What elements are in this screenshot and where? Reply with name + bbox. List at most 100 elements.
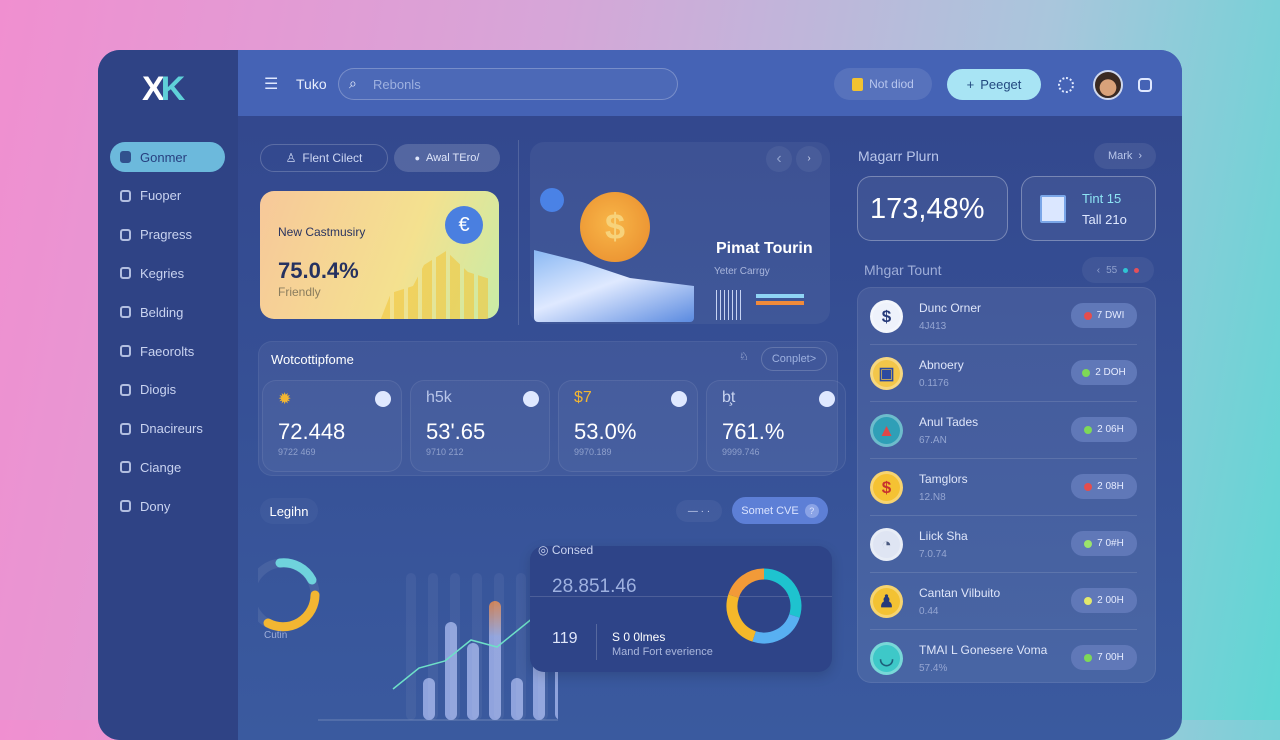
help-icon: ? — [804, 503, 819, 518]
metric-big-value: 173,48% — [870, 193, 985, 225]
list-item-icon: ▣ — [870, 357, 903, 390]
list-item[interactable]: $ Dunc Orner 4J413 7 DWI — [870, 288, 1137, 345]
complete-button[interactable]: Conplet> — [761, 347, 827, 371]
sidebar-item-6[interactable]: Diogis — [110, 375, 225, 405]
promo-title: New Castmusiry — [278, 225, 366, 239]
list-title: Mhgar Tount — [864, 262, 942, 278]
bar-chart: 140284846 — [318, 573, 558, 721]
metric-doc-card: Tint 15 Tall 21o — [1021, 176, 1156, 241]
summary-sub: Mand Fort everience — [612, 646, 713, 658]
promo-sub: Friendly — [278, 285, 321, 299]
sidebar-item-1[interactable]: Fuoper — [110, 181, 225, 211]
bar-bg — [450, 573, 460, 720]
stat-icon: h5k — [426, 389, 452, 406]
donut-slice — [752, 613, 800, 644]
sidebar-item-4[interactable]: Belding — [110, 297, 225, 327]
sidebar-item-8[interactable]: Ciange — [110, 452, 225, 482]
promo-value: 75.0.4% — [278, 258, 359, 283]
filter-icon: ♙ — [285, 151, 297, 165]
notifications-icon[interactable] — [1138, 78, 1152, 92]
sidebar-icon — [120, 189, 131, 202]
status-button[interactable]: Not diod — [834, 68, 932, 100]
prev-icon[interactable]: ‹ — [766, 146, 792, 172]
bar — [511, 678, 523, 720]
sidebar-item-5[interactable]: Faeorolts — [110, 336, 225, 366]
mini-bars-1 — [756, 294, 804, 308]
list-item-badge[interactable]: 7 DWI — [1071, 303, 1137, 328]
donut-slice — [728, 568, 765, 599]
donut-chart — [726, 568, 802, 644]
search-input[interactable]: ⌕ Rebonls — [338, 68, 678, 100]
list-item-icon: ♟ — [870, 585, 903, 618]
plus-icon: + — [966, 77, 975, 92]
sidebar-icon — [120, 228, 131, 241]
menu-icon[interactable]: ☰ — [264, 76, 279, 93]
stat-info-icon[interactable] — [375, 391, 391, 407]
summary-value: 28.851.46 — [552, 576, 637, 597]
tag-icon: ● — [414, 153, 421, 163]
filter-icon[interactable]: ♘ — [739, 351, 749, 363]
sidebar-icon — [120, 345, 131, 357]
list-item[interactable]: ♟ Cantan Vilbuito 0.44 2 00H — [870, 573, 1137, 630]
filter-chip-2[interactable]: ● Awal TEro/ — [394, 144, 500, 172]
app-window: XK Gonmer Fuoper Pragress Kegries Belding Fae… — [98, 50, 1182, 740]
bar — [467, 643, 479, 720]
stat-info-icon[interactable] — [523, 391, 539, 407]
list-item[interactable]: ▲ Anul Tades 67.AN 2 06H — [870, 402, 1137, 459]
bar — [445, 622, 457, 720]
sidebar-item-7[interactable]: Dnacireurs — [110, 414, 225, 444]
stats-panel: Wotcottipfome ♘ Conplet> — [258, 341, 838, 476]
sidebar-icon — [120, 422, 131, 435]
gauge-label: Cutin — [264, 630, 288, 641]
bar — [489, 601, 501, 720]
mini-chart-1 — [716, 290, 742, 320]
list-item-icon: ◔ — [870, 528, 903, 561]
range-toggle[interactable]: — · · — [676, 500, 722, 522]
metric-big-card: 173,48% — [857, 176, 1008, 241]
chart-title-chip: Legihn — [260, 498, 318, 524]
summary-title: ◎ Consed — [538, 543, 594, 557]
more-button[interactable]: Mark › — [1094, 143, 1156, 169]
stat-info-icon[interactable] — [819, 391, 835, 407]
sidebar-item-3[interactable]: Kegries — [110, 258, 225, 288]
sidebar-item-0[interactable]: Gonmer — [110, 142, 225, 172]
list-item[interactable]: $ Tamglors 12.N8 2 08H — [870, 459, 1137, 516]
avatar[interactable] — [1093, 70, 1123, 100]
promo-card[interactable]: € New Castmusiry 75.0.4% Friendly — [260, 191, 499, 319]
summary-icon: ◎ — [538, 543, 552, 557]
list-item-badge[interactable]: 2 DOH — [1071, 360, 1137, 385]
list-item[interactable]: ◔ Liick Sha 7.0.74 7 0#H — [870, 516, 1137, 573]
list-item-badge[interactable]: 2 08H — [1071, 474, 1137, 499]
stat-info-icon[interactable] — [671, 391, 687, 407]
next-icon[interactable]: › — [796, 146, 822, 172]
stat-card[interactable]: ✹ 72.448 9722 469 — [262, 380, 402, 472]
bar-bg — [494, 573, 504, 720]
stat-icon: ✹ — [278, 391, 292, 408]
list-item-badge[interactable]: 2 00H — [1071, 588, 1137, 613]
metrics-title: Magarr Plurn — [858, 148, 939, 164]
stat-card[interactable]: h5k 53'.65 9710 212 — [410, 380, 550, 472]
list-pager[interactable]: ‹ 55 — [1082, 257, 1154, 283]
list-panel: $ Dunc Orner 4J413 7 DWI ▣ Abnoery 0.1176… — [857, 287, 1156, 683]
search-icon: ⌕ — [349, 75, 357, 91]
summary-label: S 0 0lmes — [612, 630, 666, 644]
add-button[interactable]: + Peeget — [947, 69, 1041, 100]
list-item[interactable]: ▣ Abnoery 0.1176 2 DOH — [870, 345, 1137, 402]
list-item-badge[interactable]: 2 06H — [1071, 417, 1137, 442]
filter-chip-1[interactable]: ♙ Flent Cilect — [260, 144, 388, 172]
select-cve-button[interactable]: Somet CVE? — [732, 497, 828, 524]
summary-count: 119 — [552, 630, 578, 647]
sidebar-item-2[interactable]: Pragress — [110, 220, 225, 250]
donut-slice — [763, 568, 802, 618]
list-item-badge[interactable]: 7 00H — [1071, 645, 1137, 670]
stat-card[interactable]: b̧t 761.% 9999.746 — [706, 380, 846, 472]
settings-icon[interactable] — [1058, 77, 1074, 93]
stat-card[interactable]: $7 53.0% 9970.189 — [558, 380, 698, 472]
sidebar-item-9[interactable]: Dony — [110, 491, 225, 521]
bar-bg — [428, 573, 438, 720]
list-item-icon: $ — [870, 300, 903, 333]
list-item-badge[interactable]: 7 0#H — [1071, 531, 1137, 556]
app-title: Tuko — [296, 76, 327, 92]
sidebar-icon — [120, 461, 131, 474]
list-item[interactable]: ◡ TMAI L Gonesere Voma 57.4% 7 00H — [870, 630, 1137, 687]
